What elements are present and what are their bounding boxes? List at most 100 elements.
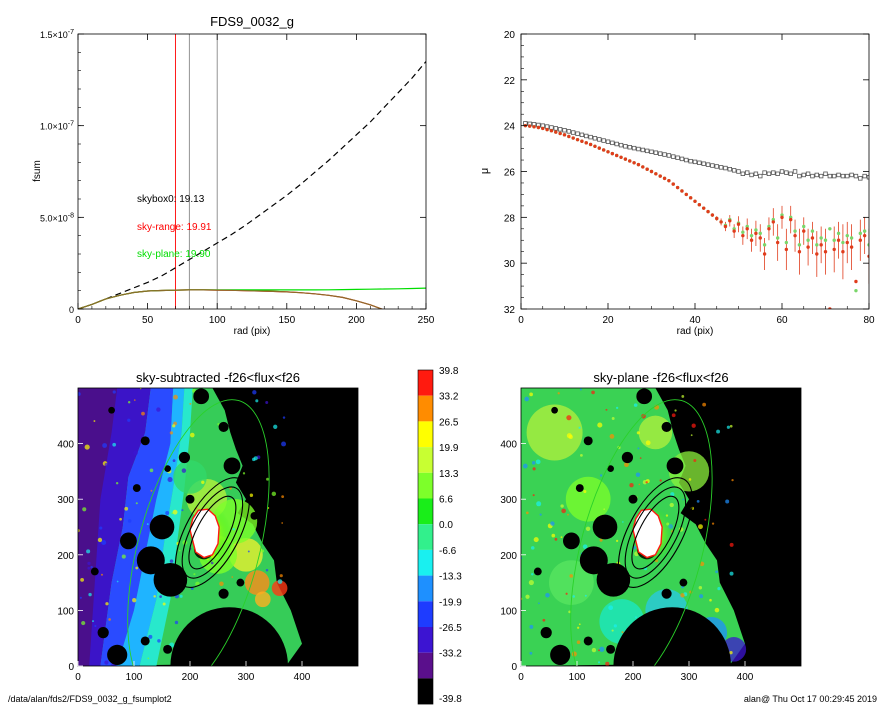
red-point <box>584 141 588 145</box>
noise-speck <box>729 542 734 547</box>
red-point <box>645 167 649 171</box>
noise-speck <box>171 512 174 515</box>
gray-square-point <box>631 145 637 151</box>
star-mask <box>607 465 614 472</box>
red-point <box>797 250 802 254</box>
flux-blob <box>638 415 673 450</box>
noise-speck <box>611 629 614 632</box>
noise-speck <box>526 511 529 515</box>
x-tick-label: 300 <box>238 672 255 683</box>
red-point <box>823 250 828 254</box>
red-point <box>532 125 536 129</box>
green-point <box>841 240 845 245</box>
noise-speck <box>165 511 170 516</box>
noise-speck <box>169 431 173 435</box>
star-mask <box>596 563 631 597</box>
gray-square-point <box>618 142 624 148</box>
noise-speck <box>542 618 546 622</box>
star-mask <box>223 457 241 475</box>
y-tick-label: 300 <box>500 495 517 506</box>
x-tick-label: 300 <box>681 672 698 683</box>
red-point <box>697 203 702 207</box>
noise-speck <box>674 409 677 412</box>
red-point <box>688 196 693 200</box>
noise-speck <box>568 434 573 439</box>
gray-square-point <box>653 150 659 155</box>
sky-plane-annotation: sky-plane: 19.90 <box>137 249 211 260</box>
noise-speck <box>571 651 577 657</box>
y-tick-label: 0 <box>511 662 517 673</box>
noise-speck <box>609 434 615 439</box>
noise-speck <box>567 513 569 516</box>
red-point <box>528 124 532 128</box>
noise-speck <box>104 462 109 467</box>
mu-profile-panel: 0 20 40 60 80 20 22 24 26 28 30 32 rad (pix) μ <box>479 30 875 337</box>
noise-speck <box>156 407 161 412</box>
star-mask <box>693 511 702 520</box>
red-point <box>549 129 554 133</box>
noise-speck <box>530 546 535 550</box>
gray-square-point <box>862 173 867 179</box>
green-point <box>849 236 854 240</box>
noise-speck <box>525 594 530 599</box>
noise-speck <box>112 442 117 447</box>
red-point <box>658 174 662 178</box>
noise-speck <box>599 646 605 652</box>
noise-speck <box>277 579 283 584</box>
red-point <box>715 216 719 221</box>
fsum-y-axis-label: fsum <box>32 160 43 182</box>
red-point <box>706 209 710 214</box>
colorbar-swatch <box>418 395 433 422</box>
aperture-ellipse <box>181 486 244 579</box>
gray-square-point <box>684 157 689 163</box>
noise-speck <box>729 571 734 576</box>
noise-speck <box>271 491 277 497</box>
noise-speck <box>229 487 232 490</box>
red-point <box>784 247 789 252</box>
gray-square-point <box>557 127 563 132</box>
green-point <box>823 238 828 242</box>
noise-speck <box>584 594 587 597</box>
y-tick-label: 0 <box>68 662 74 673</box>
noise-speck <box>86 549 91 554</box>
sky-subtracted-map-title: sky-subtracted -f26<flux<f26 <box>136 370 300 385</box>
red-point <box>575 137 580 142</box>
noise-speck <box>529 624 534 629</box>
noise-speck <box>557 392 560 395</box>
noise-speck <box>690 434 693 437</box>
noise-speck <box>715 570 718 574</box>
sky-plane-map-panel: sky-plane -f26<flux<f26 0 100 200 300 400 0 10… <box>500 370 802 683</box>
colorbar-label: -26.5 <box>439 623 462 634</box>
red-point <box>545 127 549 132</box>
red-point <box>810 236 815 240</box>
red-point <box>828 307 832 309</box>
green-point <box>758 231 762 236</box>
noise-speck <box>711 522 715 525</box>
red-point <box>580 139 584 143</box>
colorbar-swatch <box>418 498 433 525</box>
y-tick-label: 30 <box>504 259 516 270</box>
red-point <box>775 240 780 245</box>
noise-speck <box>591 647 597 653</box>
noise-speck <box>119 517 122 521</box>
y-tick-label: 5.0×10-8 <box>40 212 74 223</box>
noise-speck <box>680 593 685 598</box>
gray-square-point <box>662 152 667 157</box>
y-tick-label: 26 <box>504 168 516 179</box>
star-mask <box>185 494 195 504</box>
star-mask <box>173 654 185 666</box>
star-mask <box>108 406 115 414</box>
noise-speck <box>162 602 166 606</box>
red-point <box>741 233 745 238</box>
colorbar-swatch <box>418 472 433 499</box>
star-mask <box>140 436 150 446</box>
red-point <box>849 245 854 249</box>
gray-square-point <box>675 155 680 160</box>
noise-speck <box>147 657 150 660</box>
noise-speck <box>121 554 126 559</box>
x-tick-label: 400 <box>294 672 311 683</box>
noise-speck <box>78 392 81 396</box>
gray-square-point <box>666 153 672 158</box>
gray-square-point <box>640 147 645 153</box>
red-point <box>802 229 806 233</box>
